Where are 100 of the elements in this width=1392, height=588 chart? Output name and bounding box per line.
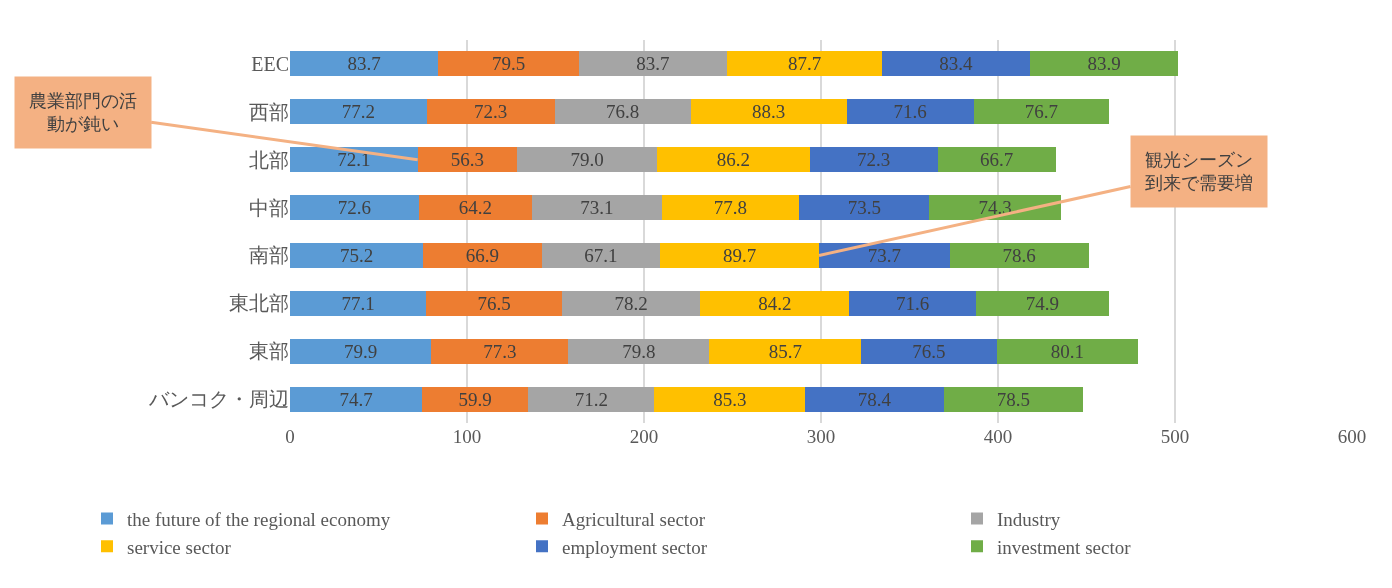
bar bbox=[937, 147, 1056, 173]
bar bbox=[809, 147, 938, 173]
data-label: 72.3 bbox=[474, 101, 508, 123]
data-label: 66.9 bbox=[465, 244, 499, 266]
bar bbox=[290, 242, 424, 268]
x-tick-label: 400 bbox=[983, 426, 1013, 447]
data-label: 83.4 bbox=[939, 53, 973, 75]
bar bbox=[426, 99, 555, 125]
bar bbox=[438, 51, 579, 77]
legend-label: investment sector bbox=[997, 536, 1132, 558]
bar bbox=[418, 195, 533, 221]
bar bbox=[660, 242, 820, 268]
data-label: 64.2 bbox=[458, 197, 492, 219]
x-tick-label: 300 bbox=[806, 426, 836, 447]
bar bbox=[973, 99, 1110, 125]
x-tick-label: 200 bbox=[629, 426, 659, 447]
bar bbox=[532, 195, 662, 221]
bar bbox=[861, 338, 997, 364]
data-label: 71.6 bbox=[896, 292, 930, 314]
y-tick-label: 東北部 bbox=[229, 292, 289, 315]
bar bbox=[568, 338, 710, 364]
bar bbox=[976, 290, 1109, 316]
data-label: 74.7 bbox=[339, 388, 373, 410]
data-label: 84.2 bbox=[758, 292, 792, 314]
data-label: 72.6 bbox=[337, 197, 371, 219]
bar bbox=[882, 51, 1030, 77]
y-tick-label: バンコク・周辺 bbox=[148, 388, 289, 411]
data-label: 73.1 bbox=[580, 197, 614, 219]
bar bbox=[290, 386, 423, 412]
data-label: 76.5 bbox=[477, 292, 511, 314]
annotation: 農業部門の活動が鈍い bbox=[29, 91, 137, 135]
data-label: 87.7 bbox=[788, 53, 822, 75]
bar bbox=[417, 147, 518, 173]
bar bbox=[700, 290, 850, 316]
data-label: 73.5 bbox=[847, 197, 881, 219]
data-label: 79.9 bbox=[344, 340, 378, 362]
data-label: 78.6 bbox=[1002, 244, 1036, 266]
bar bbox=[657, 147, 810, 173]
y-tick-label: EEC bbox=[251, 52, 289, 75]
data-label: 56.3 bbox=[450, 149, 485, 171]
bar bbox=[290, 51, 439, 77]
bar bbox=[290, 195, 419, 221]
data-label: 76.7 bbox=[1024, 101, 1059, 123]
data-label: 59.9 bbox=[458, 388, 492, 410]
bar bbox=[709, 338, 862, 364]
data-label: 85.3 bbox=[713, 388, 747, 410]
data-label: 78.5 bbox=[996, 388, 1031, 410]
data-label: 72.1 bbox=[337, 149, 371, 171]
data-label: 80.1 bbox=[1050, 340, 1085, 362]
bar bbox=[949, 242, 1089, 268]
bar bbox=[541, 242, 661, 268]
data-label: 67.1 bbox=[584, 244, 618, 266]
bar bbox=[290, 290, 427, 316]
bar bbox=[944, 386, 1083, 412]
data-label: 83.7 bbox=[636, 53, 670, 75]
data-label: 79.8 bbox=[622, 340, 656, 362]
legend-label: Agricultural sector bbox=[562, 508, 706, 530]
data-label: 89.7 bbox=[723, 244, 757, 266]
data-label: 77.1 bbox=[341, 292, 375, 314]
data-label: 79.5 bbox=[491, 53, 526, 75]
annotation: 観光シーズン到来で需要増 bbox=[1145, 150, 1253, 194]
legend-label: the future of the regional economy bbox=[127, 508, 391, 530]
data-label: 86.2 bbox=[716, 149, 751, 171]
data-label: 71.6 bbox=[893, 101, 927, 123]
legend-label: employment sector bbox=[562, 536, 708, 558]
data-label: 78.2 bbox=[614, 292, 648, 314]
bar bbox=[654, 386, 806, 412]
bar bbox=[578, 51, 728, 77]
data-label: 83.9 bbox=[1087, 53, 1121, 75]
data-label: 78.4 bbox=[857, 388, 892, 410]
bar bbox=[1029, 51, 1179, 77]
bar bbox=[846, 99, 974, 125]
bar bbox=[690, 99, 847, 125]
x-tick-label: 600 bbox=[1337, 426, 1367, 447]
x-tick-label: 100 bbox=[452, 426, 482, 447]
bar bbox=[422, 386, 529, 412]
data-label: 75.2 bbox=[339, 244, 374, 266]
data-label: 83.7 bbox=[347, 53, 381, 75]
y-tick-label: 中部 bbox=[249, 196, 289, 219]
bar bbox=[290, 99, 427, 125]
data-label: 85.7 bbox=[768, 340, 802, 362]
bar bbox=[431, 338, 569, 364]
data-label: 88.3 bbox=[752, 101, 786, 123]
bar bbox=[290, 338, 432, 364]
bar bbox=[517, 147, 658, 173]
y-tick-label: 東部 bbox=[249, 340, 289, 363]
bar bbox=[996, 338, 1139, 364]
y-tick-label: 南部 bbox=[249, 244, 289, 267]
legend-label: Industry bbox=[997, 508, 1061, 530]
data-label: 76.8 bbox=[605, 101, 640, 123]
data-label: 76.5 bbox=[912, 340, 946, 362]
x-tick-label: 500 bbox=[1160, 426, 1190, 447]
y-tick-label: 西部 bbox=[249, 100, 289, 123]
bar bbox=[849, 290, 977, 316]
bar bbox=[805, 386, 945, 412]
data-label: 72.3 bbox=[857, 149, 891, 171]
bar bbox=[799, 195, 930, 221]
bar bbox=[819, 242, 950, 268]
x-tick-label: 0 bbox=[285, 426, 295, 447]
data-label: 77.8 bbox=[713, 197, 747, 219]
